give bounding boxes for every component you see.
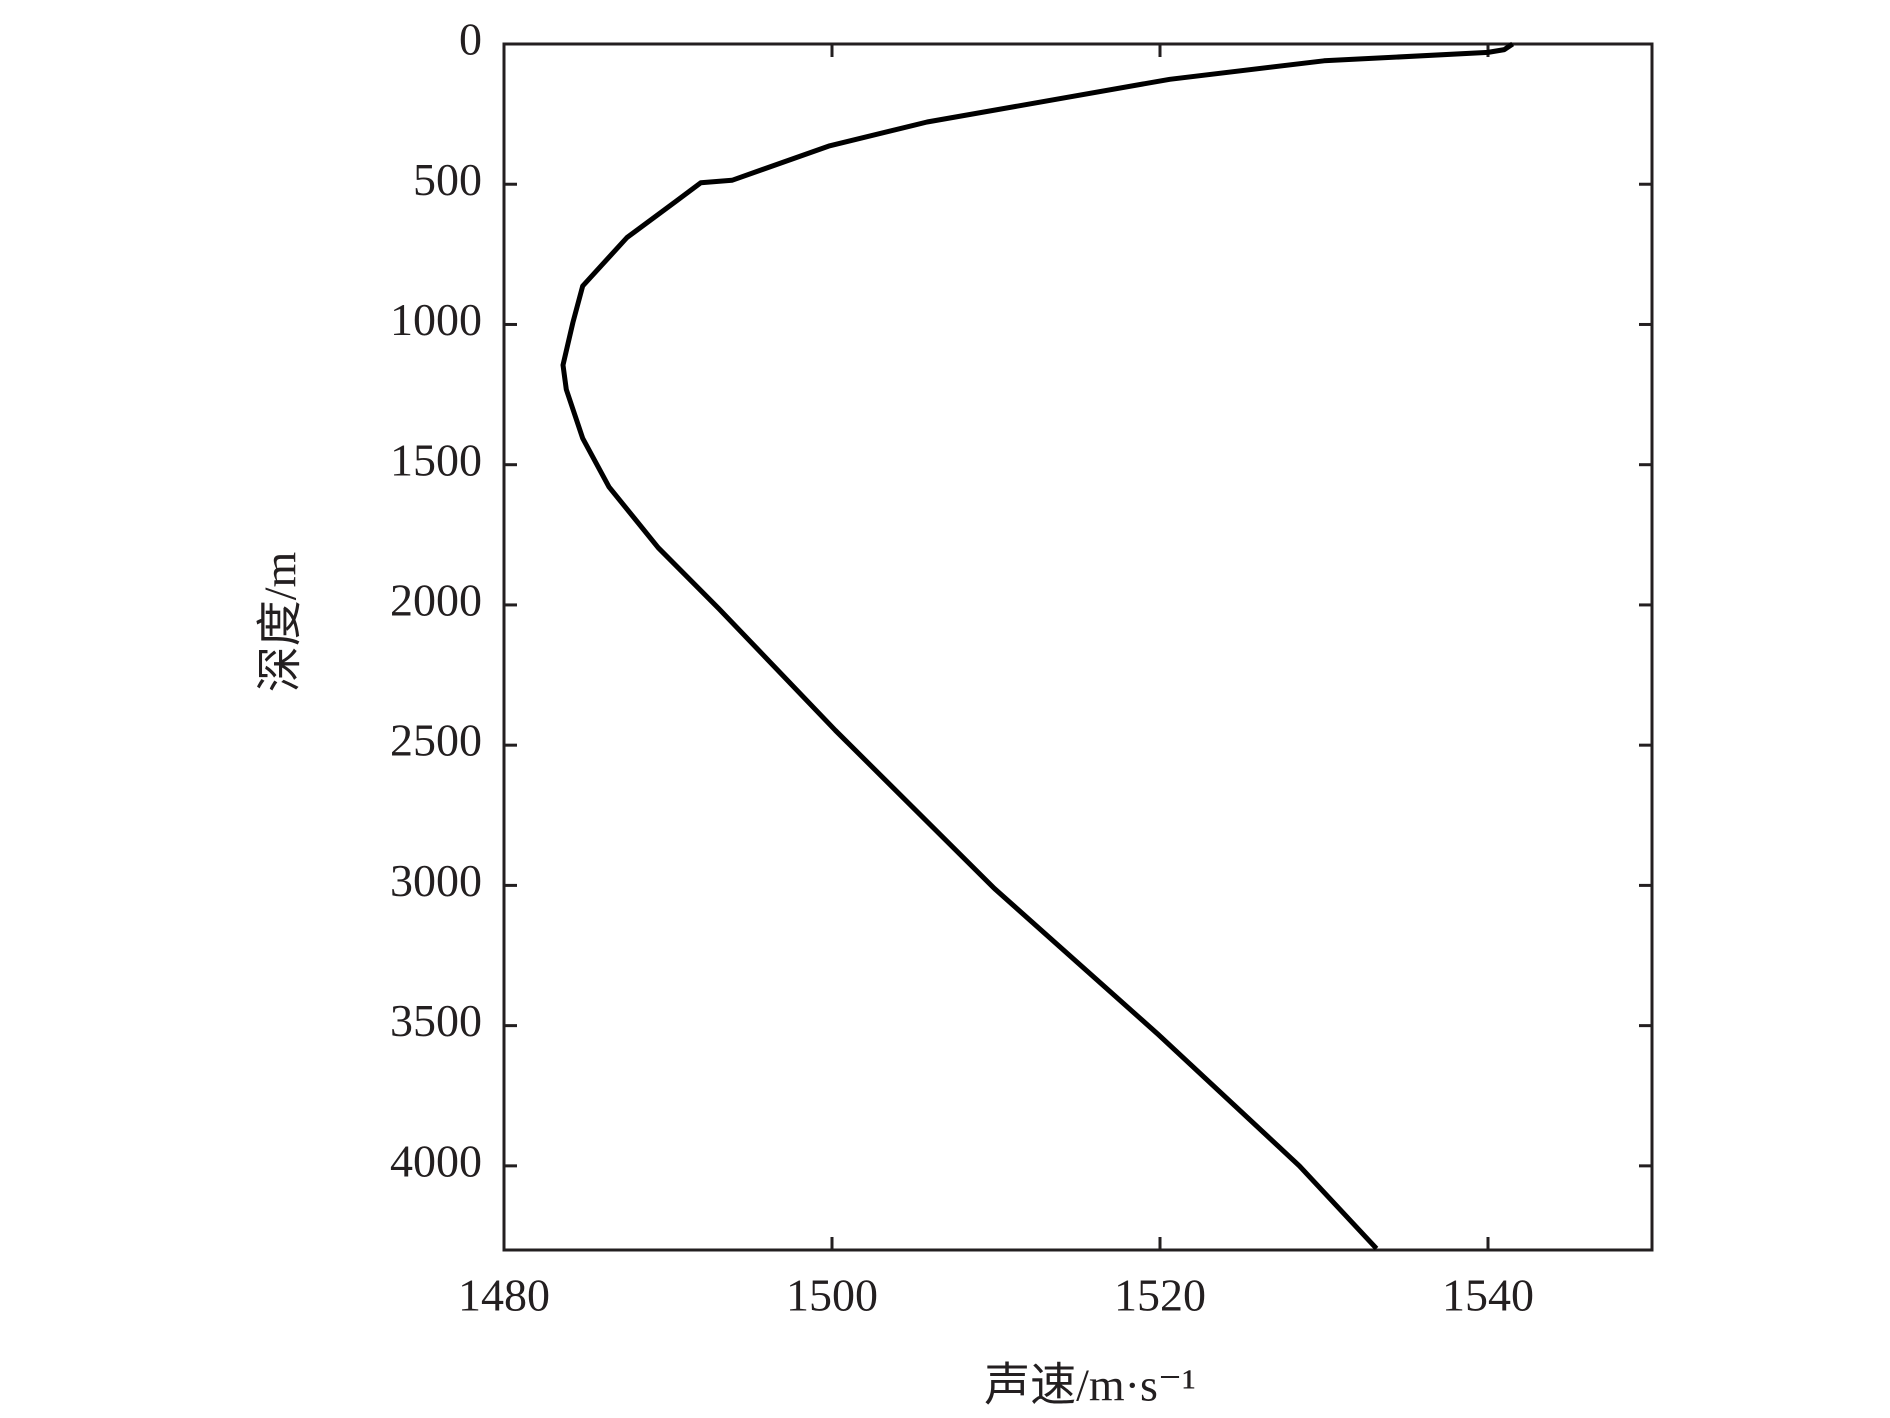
x-tick-label: 1520 — [1114, 1270, 1206, 1321]
y-tick-label: 1500 — [390, 434, 482, 485]
profile-line — [560, 41, 1515, 1251]
y-tick-label: 4000 — [390, 1135, 482, 1186]
x-tick-label: 1540 — [1442, 1270, 1534, 1321]
y-axis-label: 深度/m — [255, 552, 306, 693]
y-tick-label: 2000 — [390, 574, 482, 625]
y-tick-label: 3000 — [390, 855, 482, 906]
y-tick-label: 3500 — [390, 995, 482, 1046]
plot-frame — [502, 42, 1654, 1252]
x-tick-label: 1500 — [786, 1270, 878, 1321]
x-tick-label: 1480 — [458, 1270, 550, 1321]
y-tick-label: 2500 — [390, 715, 482, 766]
y-tick-label: 0 — [459, 14, 482, 65]
y-tick-label: 500 — [413, 154, 482, 205]
x-axis-label: 声速/m·s⁻¹ — [984, 1360, 1196, 1411]
y-tick-label: 1000 — [390, 294, 482, 345]
